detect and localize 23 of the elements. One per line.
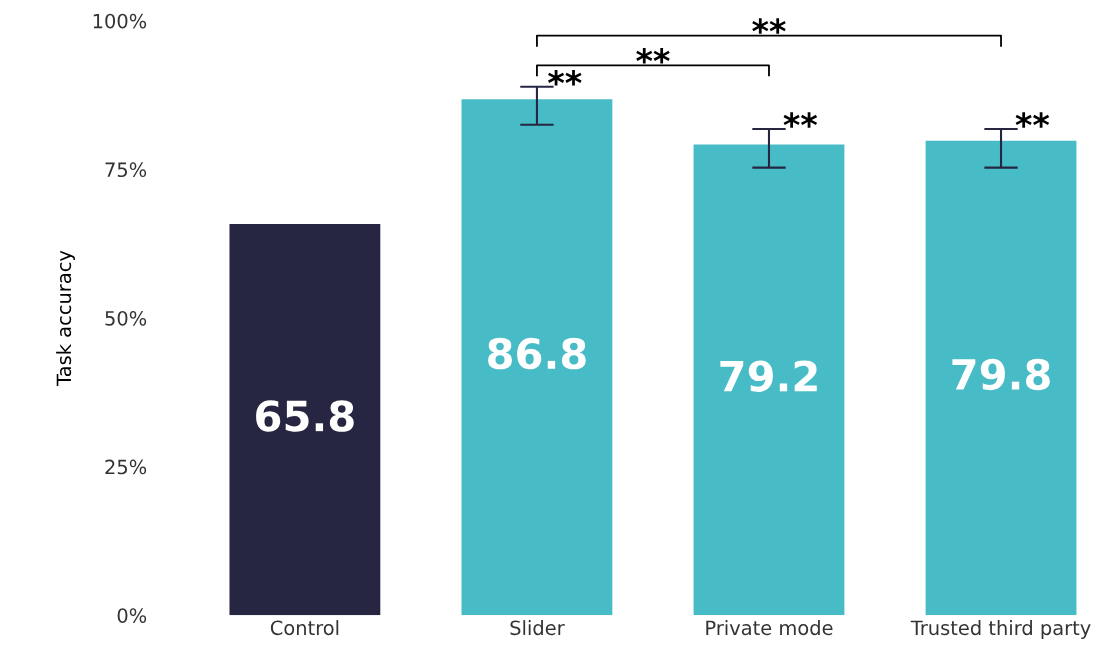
- y-tick-label: 75%: [105, 162, 147, 178]
- x-tick-label: Trusted third party: [910, 620, 1091, 639]
- y-tick-label: 50%: [105, 310, 147, 326]
- x-tick-label: Control: [270, 620, 339, 636]
- annotation: **: [752, 18, 786, 34]
- bar: [229, 224, 381, 616]
- bar: [461, 99, 613, 616]
- bar: [925, 140, 1077, 616]
- annotation: **: [1015, 112, 1050, 128]
- x-tick-label: Slider: [510, 620, 565, 636]
- bar: [693, 144, 845, 616]
- data-label: 65.8: [256, 400, 354, 432]
- data-label: 79.8: [952, 358, 1050, 391]
- y-tick-label: 100%: [93, 13, 147, 29]
- x-tick-label: Private mode: [706, 620, 833, 636]
- data-label: 79.2: [720, 360, 817, 392]
- y-tick-label: 0%: [117, 608, 147, 623]
- data-label: 86.8: [488, 337, 586, 370]
- annotation: **: [548, 70, 582, 86]
- annotation: **: [636, 48, 670, 64]
- annotation: **: [783, 112, 818, 128]
- y-axis-title: Task accuracy: [56, 250, 75, 387]
- y-tick-label: 25%: [105, 459, 147, 475]
